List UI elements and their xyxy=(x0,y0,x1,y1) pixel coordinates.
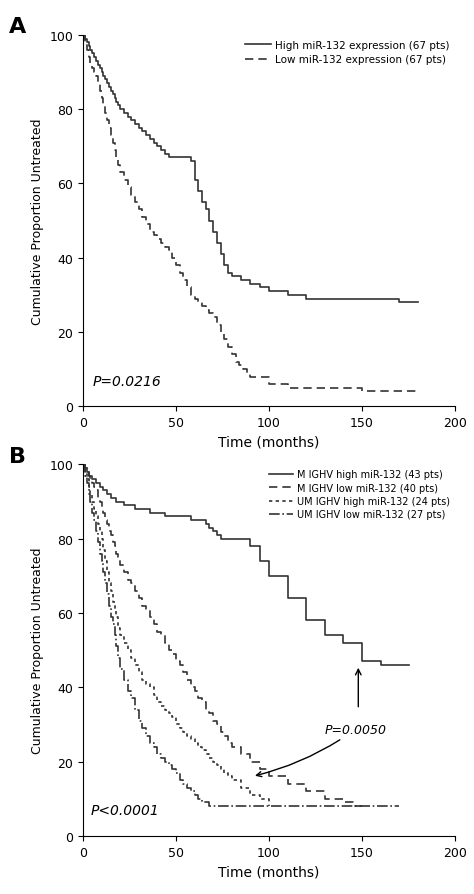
X-axis label: Time (months): Time (months) xyxy=(219,435,319,449)
Text: A: A xyxy=(9,17,26,38)
Legend: High miR-132 expression (67 pts), Low miR-132 expression (67 pts): High miR-132 expression (67 pts), Low mi… xyxy=(245,41,450,65)
Text: P=0.0050: P=0.0050 xyxy=(256,722,387,777)
X-axis label: Time (months): Time (months) xyxy=(219,864,319,878)
Text: B: B xyxy=(9,446,26,467)
Legend: M IGHV high miR-132 (43 pts), M IGHV low miR-132 (40 pts), UM IGHV high miR-132 : M IGHV high miR-132 (43 pts), M IGHV low… xyxy=(269,469,450,520)
Text: P<0.0001: P<0.0001 xyxy=(91,804,159,817)
Text: P=0.0216: P=0.0216 xyxy=(92,375,161,388)
Y-axis label: Cumulative Proportion Untreated: Cumulative Proportion Untreated xyxy=(31,547,44,754)
Y-axis label: Cumulative Proportion Untreated: Cumulative Proportion Untreated xyxy=(31,118,44,325)
